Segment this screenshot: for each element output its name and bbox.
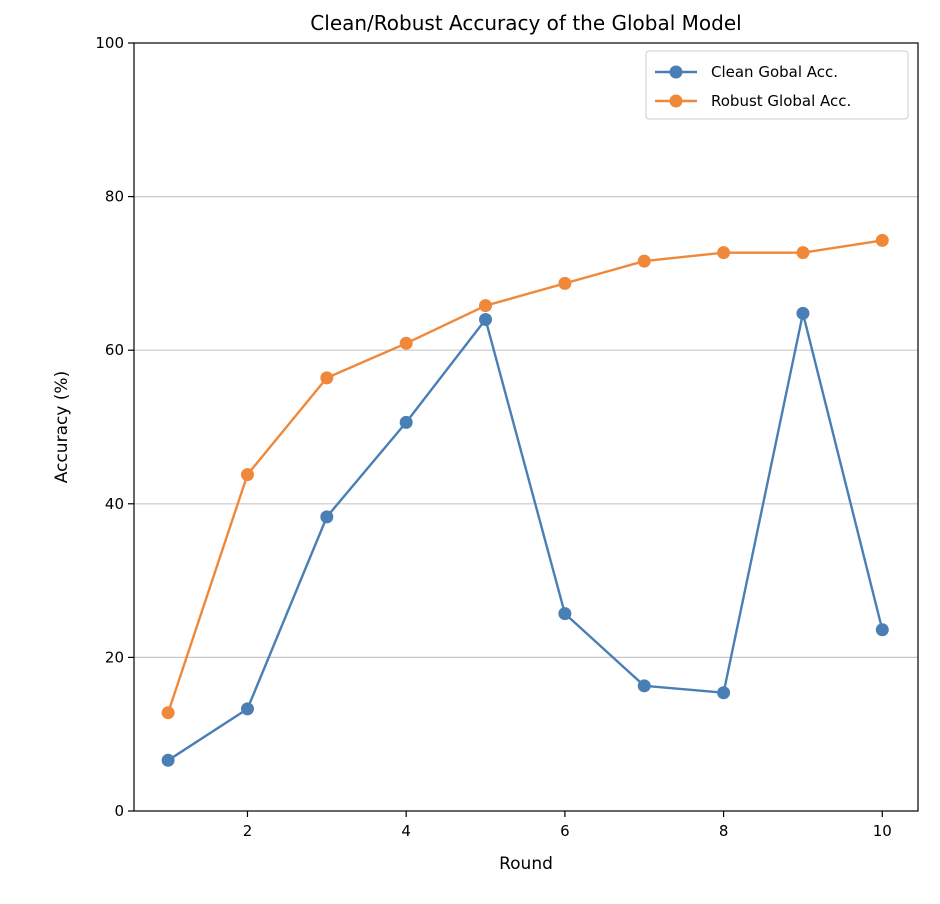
legend-marker-clean bbox=[669, 65, 683, 79]
data-point-1-3 bbox=[320, 371, 334, 385]
legend-label-robust: Robust Global Acc. bbox=[711, 92, 851, 110]
x-tick-label-2: 2 bbox=[243, 822, 253, 840]
y-tick-label-80: 80 bbox=[105, 188, 124, 206]
y-tick-label-40: 40 bbox=[105, 495, 124, 513]
axis-ticks: 0 20 40 60 80 100 2 4 6 8 10 bbox=[95, 34, 891, 840]
legend-marker-robust bbox=[669, 94, 683, 108]
x-tick-label-10: 10 bbox=[873, 822, 892, 840]
data-point-1-9 bbox=[796, 246, 810, 260]
x-tick-label-8: 8 bbox=[719, 822, 729, 840]
x-axis-label: Round bbox=[499, 854, 553, 874]
series-layer bbox=[161, 233, 889, 767]
data-point-1-1 bbox=[161, 706, 175, 720]
y-tick-label-60: 60 bbox=[105, 341, 124, 359]
data-point-0-9 bbox=[796, 306, 810, 320]
data-point-1-7 bbox=[637, 254, 651, 268]
y-tick-label-100: 100 bbox=[95, 34, 124, 52]
data-point-1-6 bbox=[558, 276, 572, 290]
data-point-0-1 bbox=[161, 753, 175, 767]
data-point-1-2 bbox=[240, 468, 254, 482]
x-tick-label-6: 6 bbox=[560, 822, 570, 840]
y-axis-label: Accuracy (%) bbox=[52, 371, 72, 483]
data-point-1-8 bbox=[717, 246, 731, 260]
data-point-1-4 bbox=[399, 336, 413, 350]
plot-frame bbox=[133, 42, 919, 812]
data-point-1-5 bbox=[479, 299, 493, 313]
gridlines bbox=[134, 196, 918, 659]
legend-label-clean: Clean Gobal Acc. bbox=[711, 63, 838, 81]
data-point-0-3 bbox=[320, 510, 334, 524]
data-point-0-5 bbox=[479, 312, 493, 326]
series-line-1 bbox=[166, 239, 883, 714]
legend: Clean Gobal Acc. Robust Global Acc. bbox=[645, 50, 909, 120]
data-point-0-6 bbox=[558, 607, 572, 621]
y-tick-label-0: 0 bbox=[114, 802, 124, 820]
series-clean bbox=[161, 306, 889, 767]
data-point-0-8 bbox=[717, 686, 731, 700]
data-point-0-10 bbox=[875, 623, 889, 637]
series-robust bbox=[161, 233, 889, 720]
data-point-0-4 bbox=[399, 415, 413, 429]
chart-title: Clean/Robust Accuracy of the Global Mode… bbox=[310, 11, 741, 35]
y-tick-label-20: 20 bbox=[105, 648, 124, 666]
data-point-1-10 bbox=[875, 233, 889, 247]
x-tick-label-4: 4 bbox=[401, 822, 411, 840]
legend-box bbox=[645, 50, 909, 120]
data-point-0-7 bbox=[637, 679, 651, 693]
series-line-0 bbox=[167, 312, 884, 762]
data-point-0-2 bbox=[240, 702, 254, 716]
